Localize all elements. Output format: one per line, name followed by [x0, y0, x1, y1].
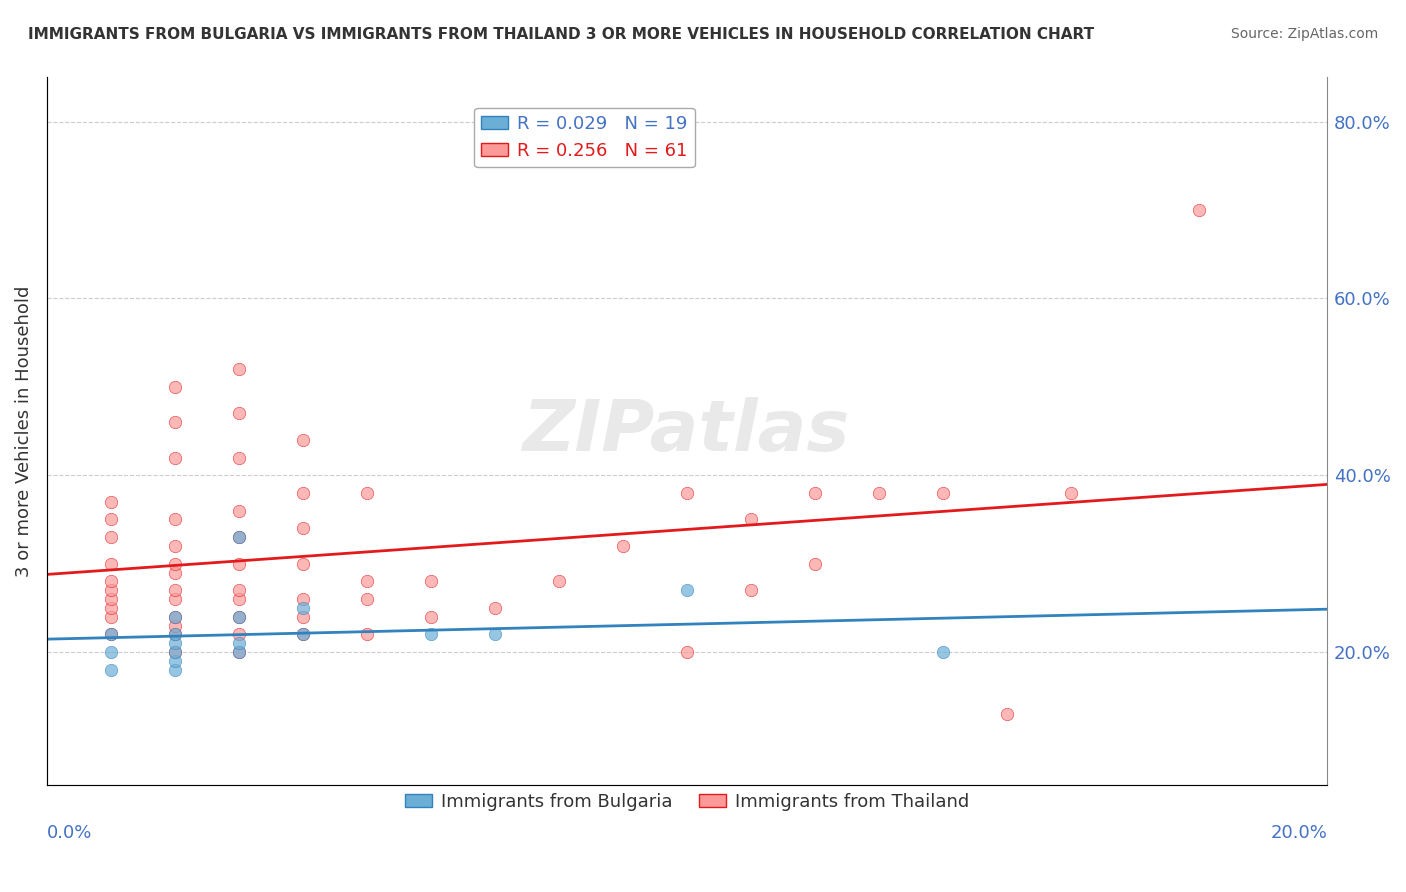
Point [100, 645, 122, 659]
Point [995, 706, 1018, 721]
Point [100, 512, 122, 526]
Point [163, 645, 186, 659]
Point [420, 627, 443, 641]
Point [484, 627, 506, 641]
Point [100, 495, 122, 509]
Point [228, 362, 250, 376]
Point [484, 600, 506, 615]
Point [163, 618, 186, 632]
Point [163, 592, 186, 607]
Text: ZIPatlas: ZIPatlas [523, 397, 851, 466]
Point [100, 627, 122, 641]
Point [228, 583, 250, 598]
Point [291, 627, 314, 641]
Point [228, 557, 250, 571]
Point [228, 530, 250, 544]
Point [1060, 486, 1083, 500]
Point [228, 609, 250, 624]
Point [163, 380, 186, 394]
Point [676, 583, 699, 598]
Point [100, 583, 122, 598]
Point [100, 557, 122, 571]
Point [356, 574, 378, 589]
Point [291, 486, 314, 500]
Point [100, 600, 122, 615]
Point [163, 645, 186, 659]
Point [291, 609, 314, 624]
Point [100, 574, 122, 589]
Point [291, 521, 314, 535]
Point [420, 609, 443, 624]
Point [163, 663, 186, 677]
Point [163, 512, 186, 526]
Point [676, 645, 699, 659]
Point [100, 609, 122, 624]
Point [868, 486, 890, 500]
Point [291, 557, 314, 571]
Point [228, 609, 250, 624]
Point [291, 627, 314, 641]
Point [804, 557, 827, 571]
Point [228, 645, 250, 659]
Point [163, 627, 186, 641]
Point [291, 433, 314, 447]
Point [291, 600, 314, 615]
Point [163, 566, 186, 580]
Point [228, 592, 250, 607]
Point [163, 557, 186, 571]
Point [612, 539, 634, 553]
Point [100, 663, 122, 677]
Point [163, 609, 186, 624]
Y-axis label: 3 or more Vehicles in Household: 3 or more Vehicles in Household [15, 285, 32, 577]
Text: 20.0%: 20.0% [1270, 824, 1327, 842]
Legend: Immigrants from Bulgaria, Immigrants from Thailand: Immigrants from Bulgaria, Immigrants fro… [398, 786, 977, 818]
Point [228, 503, 250, 517]
Point [356, 592, 378, 607]
Point [356, 486, 378, 500]
Point [100, 627, 122, 641]
Point [932, 645, 955, 659]
Point [228, 450, 250, 465]
Text: IMMIGRANTS FROM BULGARIA VS IMMIGRANTS FROM THAILAND 3 OR MORE VEHICLES IN HOUSE: IMMIGRANTS FROM BULGARIA VS IMMIGRANTS F… [28, 27, 1094, 42]
Text: 0.0%: 0.0% [46, 824, 93, 842]
Point [740, 512, 762, 526]
Point [228, 530, 250, 544]
Point [548, 574, 571, 589]
Point [228, 627, 250, 641]
Point [100, 592, 122, 607]
Point [163, 450, 186, 465]
Point [291, 592, 314, 607]
Point [676, 486, 699, 500]
Point [163, 636, 186, 650]
Point [163, 583, 186, 598]
Point [163, 654, 186, 668]
Point [740, 583, 762, 598]
Point [163, 415, 186, 429]
Point [932, 486, 955, 500]
Point [804, 486, 827, 500]
Point [163, 609, 186, 624]
Point [163, 539, 186, 553]
Point [228, 645, 250, 659]
Point [228, 406, 250, 420]
Point [1188, 202, 1211, 217]
Point [100, 530, 122, 544]
Point [420, 574, 443, 589]
Point [356, 627, 378, 641]
Point [163, 627, 186, 641]
Point [228, 636, 250, 650]
Text: Source: ZipAtlas.com: Source: ZipAtlas.com [1230, 27, 1378, 41]
